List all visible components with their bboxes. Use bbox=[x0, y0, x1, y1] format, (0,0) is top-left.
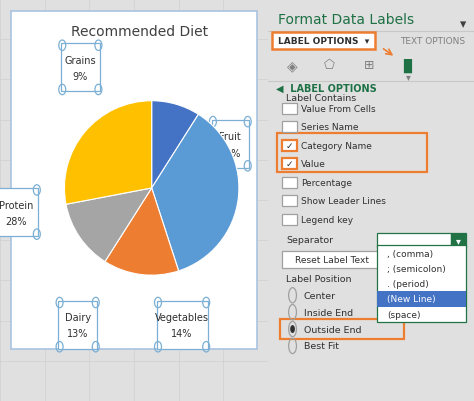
Text: 9%: 9% bbox=[73, 72, 88, 82]
Bar bbox=[377, 292, 466, 307]
Text: (space): (space) bbox=[387, 310, 421, 319]
FancyBboxPatch shape bbox=[282, 214, 297, 225]
Text: 28%: 28% bbox=[5, 217, 27, 226]
Text: ; (semicolon): ; (semicolon) bbox=[387, 264, 446, 273]
Bar bbox=[377, 233, 451, 247]
Text: ▾: ▾ bbox=[459, 18, 466, 31]
Text: Vegetables: Vegetables bbox=[155, 313, 209, 322]
FancyBboxPatch shape bbox=[61, 44, 100, 92]
FancyBboxPatch shape bbox=[282, 177, 297, 188]
Text: Recommended Diet: Recommended Diet bbox=[71, 25, 208, 39]
Text: Series Name: Series Name bbox=[301, 123, 358, 132]
Wedge shape bbox=[152, 115, 239, 271]
Text: ✓: ✓ bbox=[286, 160, 293, 169]
Text: (New Line): (New Line) bbox=[387, 295, 436, 304]
Text: LABEL OPTIONS  ▾: LABEL OPTIONS ▾ bbox=[278, 37, 369, 46]
Text: Protein: Protein bbox=[0, 200, 33, 210]
FancyBboxPatch shape bbox=[282, 122, 297, 133]
Text: Inside End: Inside End bbox=[304, 308, 353, 317]
FancyBboxPatch shape bbox=[282, 159, 297, 170]
Text: Grains: Grains bbox=[64, 56, 96, 66]
FancyBboxPatch shape bbox=[11, 12, 257, 349]
FancyBboxPatch shape bbox=[0, 188, 38, 237]
Text: Dairy: Dairy bbox=[64, 313, 91, 322]
Text: . (period): . (period) bbox=[387, 279, 429, 288]
Text: Format Data Labels: Format Data Labels bbox=[278, 13, 414, 27]
Text: 14%: 14% bbox=[172, 329, 193, 338]
Circle shape bbox=[291, 326, 294, 332]
Text: TEXT OPTIONS: TEXT OPTIONS bbox=[400, 37, 465, 46]
Text: Best Fit: Best Fit bbox=[304, 342, 339, 350]
Text: ✓: ✓ bbox=[286, 142, 293, 150]
Wedge shape bbox=[105, 188, 179, 275]
Text: Value: Value bbox=[301, 160, 326, 169]
Text: ◈: ◈ bbox=[287, 59, 298, 73]
Text: ◀  LABEL OPTIONS: ◀ LABEL OPTIONS bbox=[276, 84, 377, 93]
FancyBboxPatch shape bbox=[157, 301, 208, 349]
Text: Reset Label Text: Reset Label Text bbox=[295, 255, 369, 264]
Text: 13%: 13% bbox=[67, 329, 88, 338]
Wedge shape bbox=[66, 188, 152, 262]
FancyBboxPatch shape bbox=[211, 120, 249, 168]
FancyBboxPatch shape bbox=[58, 301, 97, 349]
FancyBboxPatch shape bbox=[282, 196, 297, 207]
Text: Label Position: Label Position bbox=[286, 274, 352, 283]
Text: ⬠: ⬠ bbox=[324, 59, 335, 72]
Text: Value From Cells: Value From Cells bbox=[301, 105, 375, 113]
Wedge shape bbox=[64, 101, 152, 205]
Text: Legend key: Legend key bbox=[301, 215, 353, 224]
Bar bbox=[377, 246, 466, 322]
FancyBboxPatch shape bbox=[282, 251, 382, 268]
Text: ▾: ▾ bbox=[456, 235, 461, 245]
Text: Separator: Separator bbox=[286, 236, 334, 245]
Text: Show Leader Lines: Show Leader Lines bbox=[301, 197, 386, 206]
Text: Category Name: Category Name bbox=[301, 142, 372, 150]
Text: 36%: 36% bbox=[219, 148, 241, 158]
Text: ⊞: ⊞ bbox=[364, 59, 374, 72]
Text: Fruit: Fruit bbox=[219, 132, 241, 142]
Text: , (comma): , (comma) bbox=[387, 249, 434, 258]
Text: ▊: ▊ bbox=[403, 59, 413, 73]
Text: Label Contains: Label Contains bbox=[286, 94, 356, 103]
Text: Center: Center bbox=[304, 291, 336, 300]
FancyBboxPatch shape bbox=[282, 140, 297, 152]
Wedge shape bbox=[152, 101, 199, 188]
FancyBboxPatch shape bbox=[282, 103, 297, 115]
Text: ▾: ▾ bbox=[406, 72, 410, 82]
Bar bbox=[451, 233, 466, 247]
FancyBboxPatch shape bbox=[272, 33, 375, 50]
Text: Outside End: Outside End bbox=[304, 325, 361, 334]
Text: Percentage: Percentage bbox=[301, 178, 352, 187]
